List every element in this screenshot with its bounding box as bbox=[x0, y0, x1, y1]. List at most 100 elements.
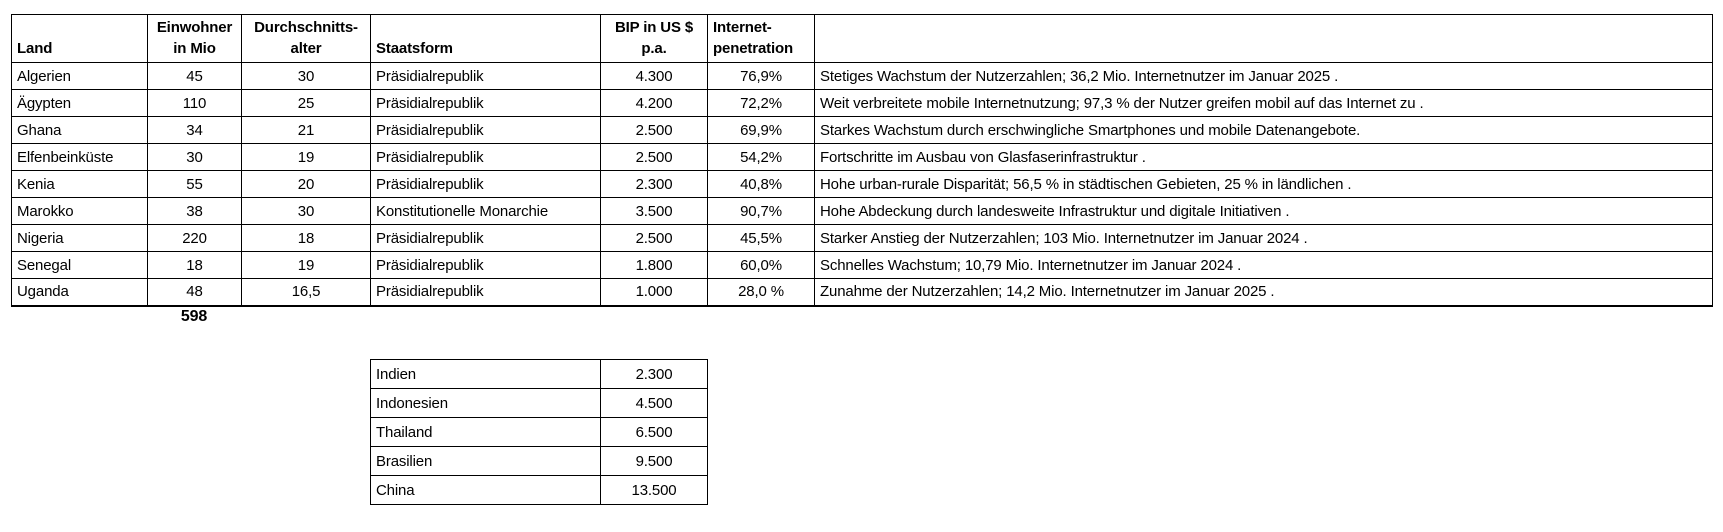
cell-internetpenetration[interactable]: 76,9% bbox=[707, 62, 815, 90]
header-staatsform[interactable]: Staatsform bbox=[370, 14, 601, 63]
header-einwohner[interactable]: Einwohner in Mio bbox=[147, 14, 242, 63]
header-bip[interactable]: BIP in US $ p.a. bbox=[600, 14, 708, 63]
cell-internetpenetration[interactable]: 60,0% bbox=[707, 251, 815, 279]
cell-staatsform[interactable]: Präsidialrepublik bbox=[370, 89, 601, 117]
header-internetpenetration-line2: penetration bbox=[713, 40, 794, 57]
cell-notiz[interactable]: Starkes Wachstum durch erschwingliche Sm… bbox=[814, 116, 1713, 144]
header-bip-line2: p.a. bbox=[641, 40, 667, 57]
cell-vergleich-bip[interactable]: 4.500 bbox=[600, 388, 708, 418]
header-notes-empty[interactable] bbox=[814, 14, 1713, 63]
cell-vergleich-land[interactable]: Brasilien bbox=[370, 446, 601, 476]
cell-vergleich-bip[interactable]: 2.300 bbox=[600, 359, 708, 389]
cell-land[interactable]: Ghana bbox=[11, 116, 148, 144]
header-durchschnittsalter[interactable]: Durchschnitts- alter bbox=[241, 14, 371, 63]
cell-durchschnittsalter[interactable]: 21 bbox=[241, 116, 371, 144]
cell-vergleich-bip[interactable]: 6.500 bbox=[600, 417, 708, 447]
cell-notiz[interactable]: Hohe urban-rurale Disparität; 56,5 % in … bbox=[814, 170, 1713, 198]
cell-bip[interactable]: 1.000 bbox=[600, 278, 708, 306]
cell-bip[interactable]: 1.800 bbox=[600, 251, 708, 279]
cell-staatsform[interactable]: Präsidialrepublik bbox=[370, 278, 601, 306]
cell-bip[interactable]: 2.500 bbox=[600, 143, 708, 171]
cell-land[interactable]: Uganda bbox=[11, 278, 148, 306]
cell-bip[interactable]: 3.500 bbox=[600, 197, 708, 225]
cell-durchschnittsalter[interactable]: 18 bbox=[241, 224, 371, 252]
cell-einwohner[interactable]: 38 bbox=[147, 197, 242, 225]
cell-einwohner[interactable]: 55 bbox=[147, 170, 242, 198]
cell-internetpenetration[interactable]: 72,2% bbox=[707, 89, 815, 117]
cell-vergleich-land[interactable]: Indonesien bbox=[370, 388, 601, 418]
cell-internetpenetration[interactable]: 69,9% bbox=[707, 116, 815, 144]
cell-einwohner[interactable]: 48 bbox=[147, 278, 242, 306]
country-row: Elfenbeinküste 30 19 Präsidialrepublik 2… bbox=[11, 143, 1713, 171]
cell-notiz[interactable]: Starker Anstieg der Nutzerzahlen; 103 Mi… bbox=[814, 224, 1713, 252]
cell-internetpenetration[interactable]: 54,2% bbox=[707, 143, 815, 171]
cell-land[interactable]: Elfenbeinküste bbox=[11, 143, 148, 171]
cell-notiz[interactable]: Zunahme der Nutzerzahlen; 14,2 Mio. Inte… bbox=[814, 278, 1713, 306]
cell-land[interactable]: Algerien bbox=[11, 62, 148, 90]
country-row: Ghana 34 21 Präsidialrepublik 2.500 69,9… bbox=[11, 116, 1713, 144]
cell-notiz[interactable]: Weit verbreitete mobile Internetnutzung;… bbox=[814, 89, 1713, 117]
cell-staatsform[interactable]: Präsidialrepublik bbox=[370, 143, 601, 171]
cell-durchschnittsalter[interactable]: 19 bbox=[241, 143, 371, 171]
cell-staatsform[interactable]: Konstitutionelle Monarchie bbox=[370, 197, 601, 225]
cell-land[interactable]: Kenia bbox=[11, 170, 148, 198]
header-land[interactable]: Land bbox=[11, 14, 148, 63]
cell-notiz[interactable]: Stetiges Wachstum der Nutzerzahlen; 36,2… bbox=[814, 62, 1713, 90]
cell-notiz[interactable]: Hohe Abdeckung durch landesweite Infrast… bbox=[814, 197, 1713, 225]
cell-bip[interactable]: 4.200 bbox=[600, 89, 708, 117]
cell-staatsform[interactable]: Präsidialrepublik bbox=[370, 251, 601, 279]
cell-land[interactable]: Nigeria bbox=[11, 224, 148, 252]
comparison-row: Thailand 6.500 bbox=[370, 417, 708, 447]
cell-internetpenetration[interactable]: 90,7% bbox=[707, 197, 815, 225]
cell-durchschnittsalter[interactable]: 16,5 bbox=[241, 278, 371, 306]
cell-vergleich-bip[interactable]: 13.500 bbox=[600, 475, 708, 505]
cell-bip[interactable]: 2.500 bbox=[600, 116, 708, 144]
cell-bip[interactable]: 2.500 bbox=[600, 224, 708, 252]
comparison-row: Brasilien 9.500 bbox=[370, 446, 708, 476]
comparison-row: Indonesien 4.500 bbox=[370, 388, 708, 418]
comparison-row: Indien 2.300 bbox=[370, 359, 708, 389]
cell-durchschnittsalter[interactable]: 20 bbox=[241, 170, 371, 198]
cell-notiz[interactable]: Fortschritte im Ausbau von Glasfaserinfr… bbox=[814, 143, 1713, 171]
cell-einwohner[interactable]: 18 bbox=[147, 251, 242, 279]
country-row: Algerien 45 30 Präsidialrepublik 4.300 7… bbox=[11, 62, 1713, 90]
cell-internetpenetration[interactable]: 45,5% bbox=[707, 224, 815, 252]
cell-staatsform[interactable]: Präsidialrepublik bbox=[370, 116, 601, 144]
cell-internetpenetration[interactable]: 40,8% bbox=[707, 170, 815, 198]
cell-staatsform[interactable]: Präsidialrepublik bbox=[370, 224, 601, 252]
cell-durchschnittsalter[interactable]: 25 bbox=[241, 89, 371, 117]
cell-vergleich-land[interactable]: China bbox=[370, 475, 601, 505]
cell-land[interactable]: Ägypten bbox=[11, 89, 148, 117]
cell-vergleich-land[interactable]: Indien bbox=[370, 359, 601, 389]
cell-einwohner[interactable]: 110 bbox=[147, 89, 242, 117]
cell-einwohner[interactable]: 34 bbox=[147, 116, 242, 144]
header-durchschnittsalter-line2: alter bbox=[290, 40, 322, 57]
cell-staatsform[interactable]: Präsidialrepublik bbox=[370, 170, 601, 198]
cell-einwohner[interactable]: 45 bbox=[147, 62, 242, 90]
cell-durchschnittsalter[interactable]: 30 bbox=[241, 62, 371, 90]
country-row: Uganda 48 16,5 Präsidialrepublik 1.000 2… bbox=[11, 278, 1713, 306]
cell-vergleich-bip[interactable]: 9.500 bbox=[600, 446, 708, 476]
cell-land[interactable]: Marokko bbox=[11, 197, 148, 225]
cell-internetpenetration[interactable]: 28,0 % bbox=[707, 278, 815, 306]
cell-bip[interactable]: 2.300 bbox=[600, 170, 708, 198]
cell-vergleich-land[interactable]: Thailand bbox=[370, 417, 601, 447]
cell-bip[interactable]: 4.300 bbox=[600, 62, 708, 90]
einwohner-sum-cell[interactable]: 598 bbox=[180, 308, 208, 325]
country-row: Marokko 38 30 Konstitutionelle Monarchie… bbox=[11, 197, 1713, 225]
cell-durchschnittsalter[interactable]: 30 bbox=[241, 197, 371, 225]
cell-einwohner[interactable]: 220 bbox=[147, 224, 242, 252]
country-row: Senegal 18 19 Präsidialrepublik 1.800 60… bbox=[11, 251, 1713, 279]
comparison-table-body: Indien 2.300 Indonesien 4.500 Thailand 6… bbox=[370, 359, 708, 505]
country-row: Kenia 55 20 Präsidialrepublik 2.300 40,8… bbox=[11, 170, 1713, 198]
cell-staatsform[interactable]: Präsidialrepublik bbox=[370, 62, 601, 90]
comparison-countries-table: Indien 2.300 Indonesien 4.500 Thailand 6… bbox=[370, 359, 708, 505]
header-internetpenetration[interactable]: Internet- penetration bbox=[707, 14, 815, 63]
cell-land[interactable]: Senegal bbox=[11, 251, 148, 279]
cell-notiz[interactable]: Schnelles Wachstum; 10,79 Mio. Internetn… bbox=[814, 251, 1713, 279]
header-bip-line1: BIP in US $ bbox=[614, 19, 694, 36]
cell-einwohner[interactable]: 30 bbox=[147, 143, 242, 171]
cell-durchschnittsalter[interactable]: 19 bbox=[241, 251, 371, 279]
header-durchschnittsalter-line1: Durchschnitts- bbox=[254, 19, 358, 36]
